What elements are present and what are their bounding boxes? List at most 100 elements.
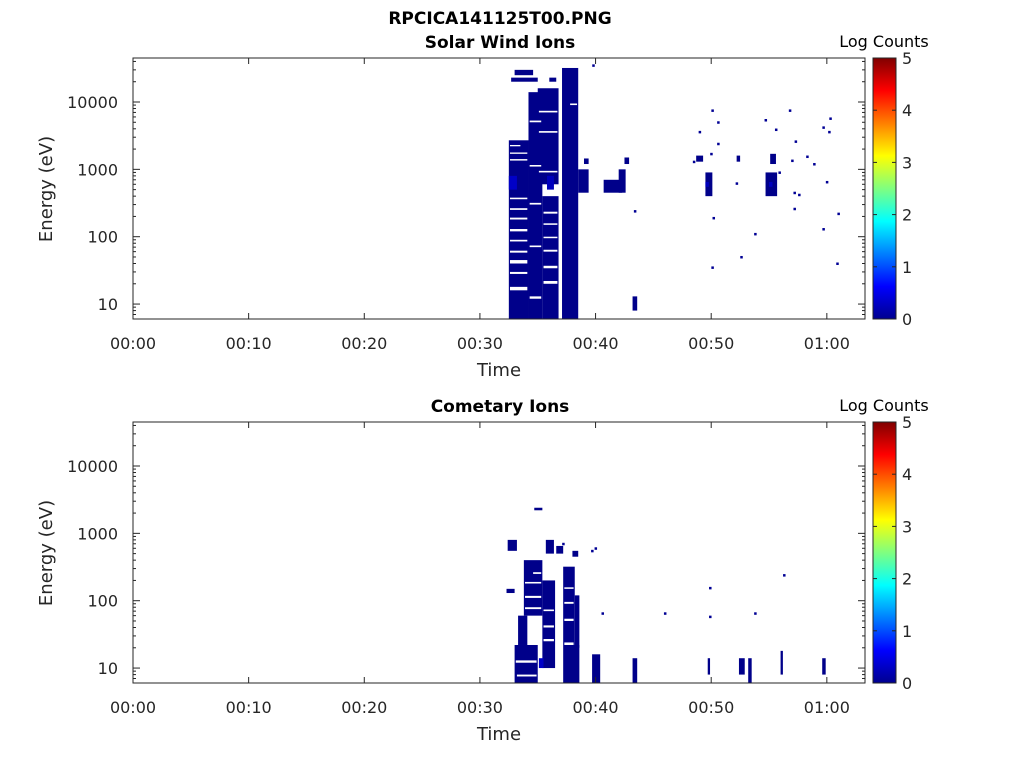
heatmap-dot bbox=[601, 612, 604, 615]
heatmap-dot bbox=[710, 152, 713, 156]
heatmap-cell bbox=[538, 658, 544, 669]
panel-cometary-ions: Cometary Ions 00:00 00:10 00:20 00:30 00:40 0… bbox=[36, 396, 929, 745]
colorbar-frame bbox=[872, 421, 897, 684]
colorbar: Log Counts 0 1 2 3 4 5 bbox=[839, 32, 929, 329]
empty-bin bbox=[543, 625, 554, 628]
heatmap-dot bbox=[822, 126, 825, 129]
heatmap-cell bbox=[592, 654, 601, 683]
empty-bin bbox=[538, 131, 558, 133]
heatmap-cell bbox=[583, 158, 589, 165]
colorbar-tick-label: 5 bbox=[902, 49, 912, 68]
heatmap-dot bbox=[764, 119, 768, 122]
heatmap-cell bbox=[573, 644, 580, 683]
y-tick-label: 100 bbox=[87, 592, 118, 611]
x-tick-label: 00:20 bbox=[341, 334, 387, 353]
heatmap-dot bbox=[633, 210, 637, 213]
heatmap-dot bbox=[709, 586, 712, 590]
empty-bin bbox=[509, 239, 528, 242]
heatmap-cell bbox=[537, 88, 559, 185]
y-axis-label: Energy (eV) bbox=[36, 500, 57, 606]
heatmap-cell bbox=[563, 566, 575, 683]
y-tick-label: 10000 bbox=[67, 457, 118, 476]
y-tick-label: 100 bbox=[87, 228, 118, 247]
colorbar-gradient bbox=[873, 422, 896, 683]
x-tick-label: 00:00 bbox=[110, 698, 156, 717]
empty-bin bbox=[543, 211, 558, 214]
heatmap-dot bbox=[791, 159, 794, 163]
heatmap-cell bbox=[511, 77, 538, 82]
x-tick-label: 00:40 bbox=[573, 698, 619, 717]
y-tick-label: 1000 bbox=[77, 160, 118, 179]
heatmap-dot bbox=[711, 109, 714, 112]
heatmap-cell bbox=[632, 658, 638, 683]
empty-bin bbox=[509, 229, 528, 232]
empty-bin bbox=[509, 250, 528, 253]
heatmap-cell bbox=[736, 155, 741, 162]
empty-bin bbox=[525, 607, 542, 610]
x-tick-label: 00:00 bbox=[110, 334, 156, 353]
heatmap-cell bbox=[514, 69, 534, 76]
y-tick-label: 10000 bbox=[67, 93, 118, 112]
colorbar-tick-label: 2 bbox=[902, 206, 912, 225]
empty-bin bbox=[543, 249, 558, 252]
empty-bin bbox=[529, 165, 542, 167]
colorbar-ticks: 0 1 2 3 4 5 bbox=[873, 49, 912, 329]
heatmap-dot bbox=[594, 547, 598, 550]
heatmap-cell bbox=[769, 181, 773, 187]
heatmap-dot bbox=[717, 142, 720, 146]
y-tick-label: 1000 bbox=[77, 524, 118, 543]
empty-bin bbox=[564, 587, 574, 589]
heatmap-dot bbox=[711, 266, 714, 269]
colorbar-tick-label: 3 bbox=[902, 517, 912, 536]
heatmap-cell bbox=[603, 179, 623, 193]
heatmap-cell bbox=[707, 658, 711, 675]
empty-bin bbox=[529, 296, 542, 299]
panel-title: Solar Wind Ions bbox=[425, 33, 576, 53]
heatmap-cell bbox=[549, 77, 557, 82]
heatmap-cell bbox=[578, 169, 589, 193]
empty-bin bbox=[516, 674, 537, 677]
y-tick-label: 10 bbox=[98, 295, 118, 314]
heatmap-dot bbox=[735, 182, 739, 185]
x-tick-label: 00:50 bbox=[688, 334, 734, 353]
plot-background bbox=[133, 58, 865, 319]
empty-bin bbox=[509, 152, 528, 154]
heatmap-cell bbox=[738, 658, 745, 675]
heatmap-marks bbox=[508, 64, 840, 320]
heatmap-dot bbox=[698, 130, 702, 134]
heatmap-dot bbox=[825, 180, 829, 184]
plot-frame bbox=[132, 57, 866, 320]
heatmap-dot bbox=[788, 109, 792, 112]
panel-title: Cometary Ions bbox=[431, 397, 570, 417]
y-tick-label: 10 bbox=[98, 659, 118, 678]
empty-bin bbox=[509, 159, 528, 161]
heatmap-dot bbox=[717, 121, 720, 124]
heatmap-dot bbox=[793, 191, 796, 195]
heatmap-cell bbox=[506, 588, 515, 594]
heatmap-dot bbox=[783, 574, 786, 577]
heatmap-cell bbox=[542, 196, 559, 319]
heatmap-dot bbox=[794, 140, 798, 143]
heatmap-cell bbox=[507, 539, 517, 551]
empty-bin bbox=[509, 144, 521, 147]
heatmap-cell bbox=[556, 545, 564, 554]
empty-bin bbox=[533, 572, 542, 574]
heatmap-cell bbox=[514, 644, 538, 683]
colorbar-label: Log Counts bbox=[839, 32, 929, 51]
colorbar-tick-label: 1 bbox=[902, 258, 912, 277]
heatmap-dot bbox=[709, 615, 712, 619]
heatmap-cell bbox=[567, 74, 575, 82]
empty-bin bbox=[525, 595, 542, 598]
heatmap-marks bbox=[506, 507, 826, 683]
x-tick-label: 00:30 bbox=[457, 334, 503, 353]
heatmap-cell bbox=[822, 658, 826, 675]
x-tick-label: 00:20 bbox=[341, 698, 387, 717]
colorbar-tick-label: 4 bbox=[902, 465, 912, 484]
heatmap-dot bbox=[663, 612, 667, 615]
empty-bin bbox=[538, 110, 558, 113]
heatmap-dot bbox=[754, 232, 757, 236]
heatmap-dot bbox=[712, 216, 716, 220]
heatmap-dot bbox=[837, 212, 840, 216]
heatmap-cell bbox=[574, 595, 580, 648]
colorbar-label: Log Counts bbox=[839, 396, 929, 415]
